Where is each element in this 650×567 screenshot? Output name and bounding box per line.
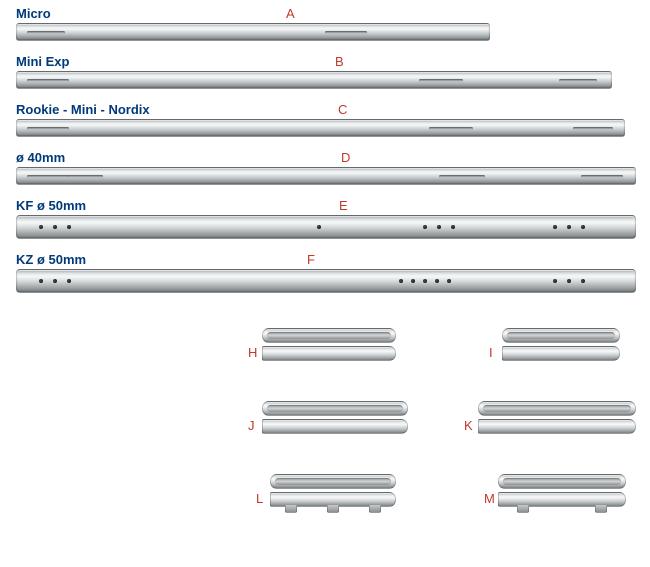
axle-label: Rookie - Mini - Nordix: [16, 102, 625, 117]
keyway-slot: [67, 175, 103, 178]
ref-letter: D: [341, 150, 350, 165]
keyway-slot: [419, 79, 463, 82]
ref-letter: M: [484, 491, 495, 506]
set-screw-hole: [53, 279, 57, 283]
set-screw-hole: [581, 225, 585, 229]
set-screw-hole: [67, 279, 71, 283]
key-peg: [595, 505, 607, 513]
key-h: [262, 328, 394, 364]
keyway-slot: [27, 175, 71, 178]
ref-letter: A: [286, 6, 295, 21]
key-groove: [267, 332, 391, 339]
key-top-view: [502, 328, 620, 343]
ref-letter: J: [248, 418, 255, 433]
ref-letter: I: [489, 345, 493, 360]
set-screw-hole: [411, 279, 415, 283]
set-screw-hole: [553, 225, 557, 229]
axle-f: KZ ø 50mm: [16, 252, 636, 293]
key-peg: [285, 505, 297, 513]
set-screw-hole: [53, 225, 57, 229]
ref-letter: H: [248, 345, 257, 360]
ref-letter: C: [338, 102, 347, 117]
keyway-slot: [27, 31, 65, 34]
key-i: [502, 328, 618, 364]
set-screw-hole: [553, 279, 557, 283]
axle-bar: [16, 167, 636, 185]
ref-letter: F: [307, 252, 315, 267]
key-groove: [507, 332, 615, 339]
axle-bar: [16, 119, 625, 137]
key-top-view: [262, 401, 408, 416]
keyway-slot: [581, 175, 623, 178]
key-side-view: [498, 492, 626, 507]
axle-e: KF ø 50mm: [16, 198, 636, 239]
axle-label: KF ø 50mm: [16, 198, 636, 213]
ref-letter: B: [335, 54, 344, 69]
axle-c: Rookie - Mini - Nordix: [16, 102, 625, 137]
keyway-slot: [429, 127, 473, 130]
set-screw-hole: [423, 225, 427, 229]
key-side-view: [270, 492, 396, 507]
axle-b: Mini Exp: [16, 54, 612, 89]
keyway-slot: [573, 127, 613, 130]
key-side-view: [478, 419, 636, 434]
ref-letter: E: [339, 198, 348, 213]
keyway-slot: [325, 31, 367, 34]
key-groove: [267, 405, 403, 412]
key-side-view: [502, 346, 620, 361]
axle-a: Micro: [16, 6, 490, 41]
axle-label: Mini Exp: [16, 54, 612, 69]
set-screw-hole: [567, 225, 571, 229]
ref-letter: K: [464, 418, 473, 433]
set-screw-hole: [435, 279, 439, 283]
set-screw-hole: [423, 279, 427, 283]
key-groove: [483, 405, 631, 412]
ref-letter: L: [256, 491, 263, 506]
axle-d: ø 40mm: [16, 150, 636, 185]
set-screw-hole: [437, 225, 441, 229]
key-peg: [327, 505, 339, 513]
axle-bar: [16, 23, 490, 41]
key-top-view: [478, 401, 636, 416]
key-top-view: [270, 474, 396, 489]
set-screw-hole: [447, 279, 451, 283]
key-k: [478, 401, 634, 437]
key-m: [498, 474, 624, 510]
set-screw-hole: [39, 279, 43, 283]
set-screw-hole: [317, 225, 321, 229]
key-groove: [503, 478, 621, 485]
axle-bar: [16, 269, 636, 293]
keyway-slot: [439, 175, 485, 178]
axle-bar: [16, 71, 612, 89]
set-screw-hole: [39, 225, 43, 229]
set-screw-hole: [451, 225, 455, 229]
key-top-view: [262, 328, 396, 343]
key-groove: [275, 478, 391, 485]
key-peg: [369, 505, 381, 513]
key-l: [270, 474, 394, 510]
axle-label: KZ ø 50mm: [16, 252, 636, 267]
keyway-slot: [27, 127, 69, 130]
keyway-slot: [559, 79, 597, 82]
set-screw-hole: [67, 225, 71, 229]
axle-label: ø 40mm: [16, 150, 636, 165]
axle-label: Micro: [16, 6, 490, 21]
set-screw-hole: [567, 279, 571, 283]
key-j: [262, 401, 406, 437]
key-side-view: [262, 419, 408, 434]
set-screw-hole: [399, 279, 403, 283]
keyway-slot: [27, 79, 69, 82]
key-top-view: [498, 474, 626, 489]
key-peg: [517, 505, 529, 513]
axle-bar: [16, 215, 636, 239]
set-screw-hole: [581, 279, 585, 283]
key-side-view: [262, 346, 396, 361]
